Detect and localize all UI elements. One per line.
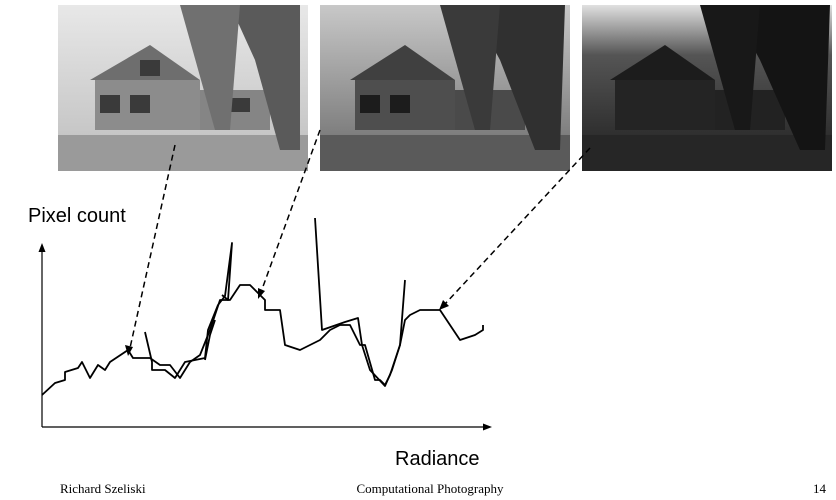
footer-course: Computational Photography (357, 481, 504, 496)
footer-page: 14 (813, 481, 827, 496)
photo-dark (582, 5, 832, 171)
axes (39, 243, 493, 431)
x-axis-label: Radiance (395, 448, 480, 470)
slide: Pixel count Radiance Richard Szeliski Co… (0, 0, 836, 500)
y-axis-label: Pixel count (28, 205, 126, 227)
footer-author: Richard Szeliski (60, 481, 146, 496)
histogram-curves (42, 218, 483, 395)
photo-medium (320, 5, 570, 171)
photo-bright (58, 5, 308, 171)
